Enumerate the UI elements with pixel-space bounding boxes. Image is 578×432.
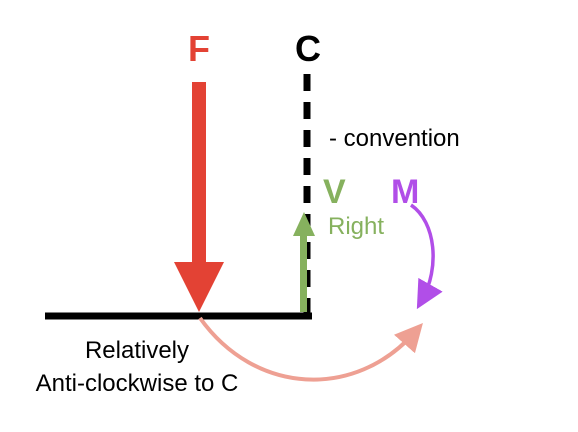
force-label: F — [188, 28, 210, 69]
moment-label: M — [391, 173, 419, 211]
note-line-2: Anti-clockwise to C — [36, 370, 239, 397]
moment-arrow — [409, 203, 443, 310]
note-line-1: Relatively — [85, 337, 189, 364]
side-label: Right — [328, 213, 384, 240]
shear-arrow — [293, 212, 315, 312]
shear-label: V — [323, 173, 346, 211]
cut-point-label: C — [295, 28, 321, 69]
force-arrow — [174, 82, 224, 312]
sign-convention-label: - convention — [329, 125, 460, 152]
rotation-arrow — [198, 316, 423, 382]
